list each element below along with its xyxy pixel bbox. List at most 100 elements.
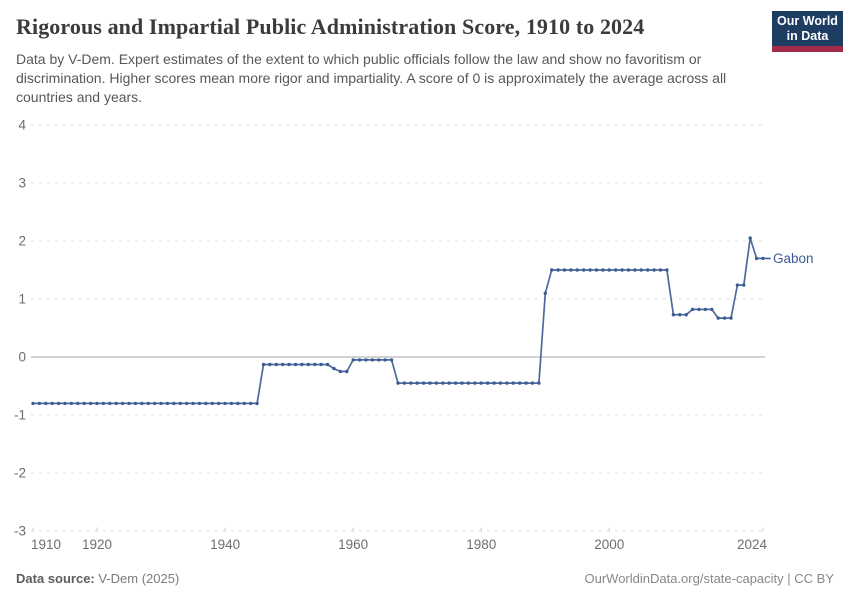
data-point[interactable] bbox=[101, 401, 106, 406]
data-point[interactable] bbox=[684, 313, 688, 317]
data-point[interactable] bbox=[370, 358, 375, 362]
data-point[interactable] bbox=[511, 381, 515, 385]
data-point[interactable] bbox=[223, 401, 227, 406]
data-point[interactable] bbox=[485, 381, 490, 385]
data-point[interactable] bbox=[466, 381, 471, 385]
data-point[interactable] bbox=[204, 401, 208, 406]
data-point[interactable] bbox=[428, 381, 432, 385]
data-point[interactable] bbox=[722, 316, 727, 320]
data-point[interactable] bbox=[498, 381, 503, 385]
data-point[interactable] bbox=[639, 268, 643, 272]
data-point[interactable] bbox=[140, 401, 144, 406]
data-point[interactable] bbox=[690, 307, 695, 312]
data-point[interactable] bbox=[409, 381, 413, 385]
data-point[interactable] bbox=[505, 381, 509, 385]
data-point[interactable] bbox=[626, 268, 631, 272]
data-point[interactable] bbox=[178, 401, 182, 406]
data-point[interactable] bbox=[172, 401, 176, 406]
data-point[interactable] bbox=[76, 401, 80, 406]
data-point[interactable] bbox=[44, 401, 48, 406]
data-point[interactable] bbox=[351, 358, 355, 362]
data-point[interactable] bbox=[550, 268, 554, 272]
data-point[interactable] bbox=[473, 381, 477, 385]
data-point[interactable] bbox=[665, 268, 669, 272]
owid-logo[interactable]: Our World in Data bbox=[772, 11, 843, 52]
data-point[interactable] bbox=[588, 268, 592, 272]
data-point[interactable] bbox=[306, 362, 311, 367]
data-point[interactable] bbox=[325, 362, 330, 367]
data-point[interactable] bbox=[652, 268, 656, 272]
data-point[interactable] bbox=[50, 401, 54, 406]
data-point[interactable] bbox=[735, 283, 740, 287]
data-point[interactable] bbox=[562, 268, 567, 272]
data-point[interactable] bbox=[761, 256, 765, 261]
data-point[interactable] bbox=[114, 401, 118, 406]
data-point[interactable] bbox=[453, 381, 458, 385]
data-point[interactable] bbox=[236, 401, 240, 406]
data-point[interactable] bbox=[620, 268, 624, 272]
data-point[interactable] bbox=[537, 381, 541, 385]
data-point[interactable] bbox=[377, 358, 381, 362]
data-point[interactable] bbox=[127, 401, 131, 406]
data-point[interactable] bbox=[569, 268, 573, 272]
data-point[interactable] bbox=[281, 362, 285, 367]
data-point[interactable] bbox=[671, 313, 676, 317]
series-line[interactable] bbox=[32, 237, 764, 405]
data-point[interactable] bbox=[582, 268, 586, 272]
data-point[interactable] bbox=[710, 307, 714, 312]
data-point[interactable] bbox=[742, 283, 746, 287]
data-point[interactable] bbox=[447, 381, 451, 385]
data-point[interactable] bbox=[633, 268, 637, 272]
data-point[interactable] bbox=[242, 401, 246, 406]
data-point[interactable] bbox=[185, 401, 189, 406]
data-point[interactable] bbox=[217, 401, 221, 406]
data-point[interactable] bbox=[697, 307, 701, 312]
data-point[interactable] bbox=[159, 401, 163, 406]
data-point[interactable] bbox=[729, 316, 733, 320]
data-point[interactable] bbox=[108, 401, 112, 406]
attribution-link[interactable]: OurWorldinData.org/state-capacity | CC B… bbox=[584, 571, 834, 586]
data-point[interactable] bbox=[748, 236, 752, 240]
data-point[interactable] bbox=[191, 401, 195, 406]
data-point[interactable] bbox=[88, 401, 93, 406]
data-point[interactable] bbox=[543, 291, 547, 295]
data-point[interactable] bbox=[345, 369, 349, 374]
data-point[interactable] bbox=[210, 401, 214, 406]
data-point[interactable] bbox=[492, 381, 496, 385]
data-point[interactable] bbox=[56, 401, 61, 406]
data-point[interactable] bbox=[434, 381, 439, 385]
data-point[interactable] bbox=[255, 401, 259, 406]
data-point[interactable] bbox=[396, 381, 400, 385]
data-point[interactable] bbox=[287, 362, 291, 367]
data-point[interactable] bbox=[658, 268, 663, 272]
data-point[interactable] bbox=[402, 381, 407, 385]
data-point[interactable] bbox=[120, 401, 125, 406]
data-point[interactable] bbox=[95, 401, 99, 406]
data-point[interactable] bbox=[678, 313, 682, 317]
data-point[interactable] bbox=[530, 381, 535, 385]
data-point[interactable] bbox=[338, 369, 343, 374]
data-point[interactable] bbox=[37, 401, 42, 406]
data-point[interactable] bbox=[441, 381, 445, 385]
data-point[interactable] bbox=[133, 401, 138, 406]
data-point[interactable] bbox=[575, 268, 579, 272]
data-point[interactable] bbox=[614, 268, 618, 272]
data-point[interactable] bbox=[479, 381, 483, 385]
data-point[interactable] bbox=[63, 401, 67, 406]
data-point[interactable] bbox=[364, 358, 368, 362]
data-point[interactable] bbox=[300, 362, 304, 367]
data-point[interactable] bbox=[383, 358, 387, 362]
data-point[interactable] bbox=[357, 358, 362, 362]
data-point[interactable] bbox=[153, 401, 157, 406]
data-point[interactable] bbox=[703, 307, 708, 312]
data-point[interactable] bbox=[556, 268, 560, 272]
data-point[interactable] bbox=[293, 362, 298, 367]
data-point[interactable] bbox=[82, 401, 86, 406]
data-point[interactable] bbox=[754, 256, 759, 261]
data-point[interactable] bbox=[146, 401, 150, 406]
data-point[interactable] bbox=[332, 366, 336, 371]
data-point[interactable] bbox=[524, 381, 528, 385]
data-point[interactable] bbox=[229, 401, 234, 406]
data-point[interactable] bbox=[607, 268, 611, 272]
